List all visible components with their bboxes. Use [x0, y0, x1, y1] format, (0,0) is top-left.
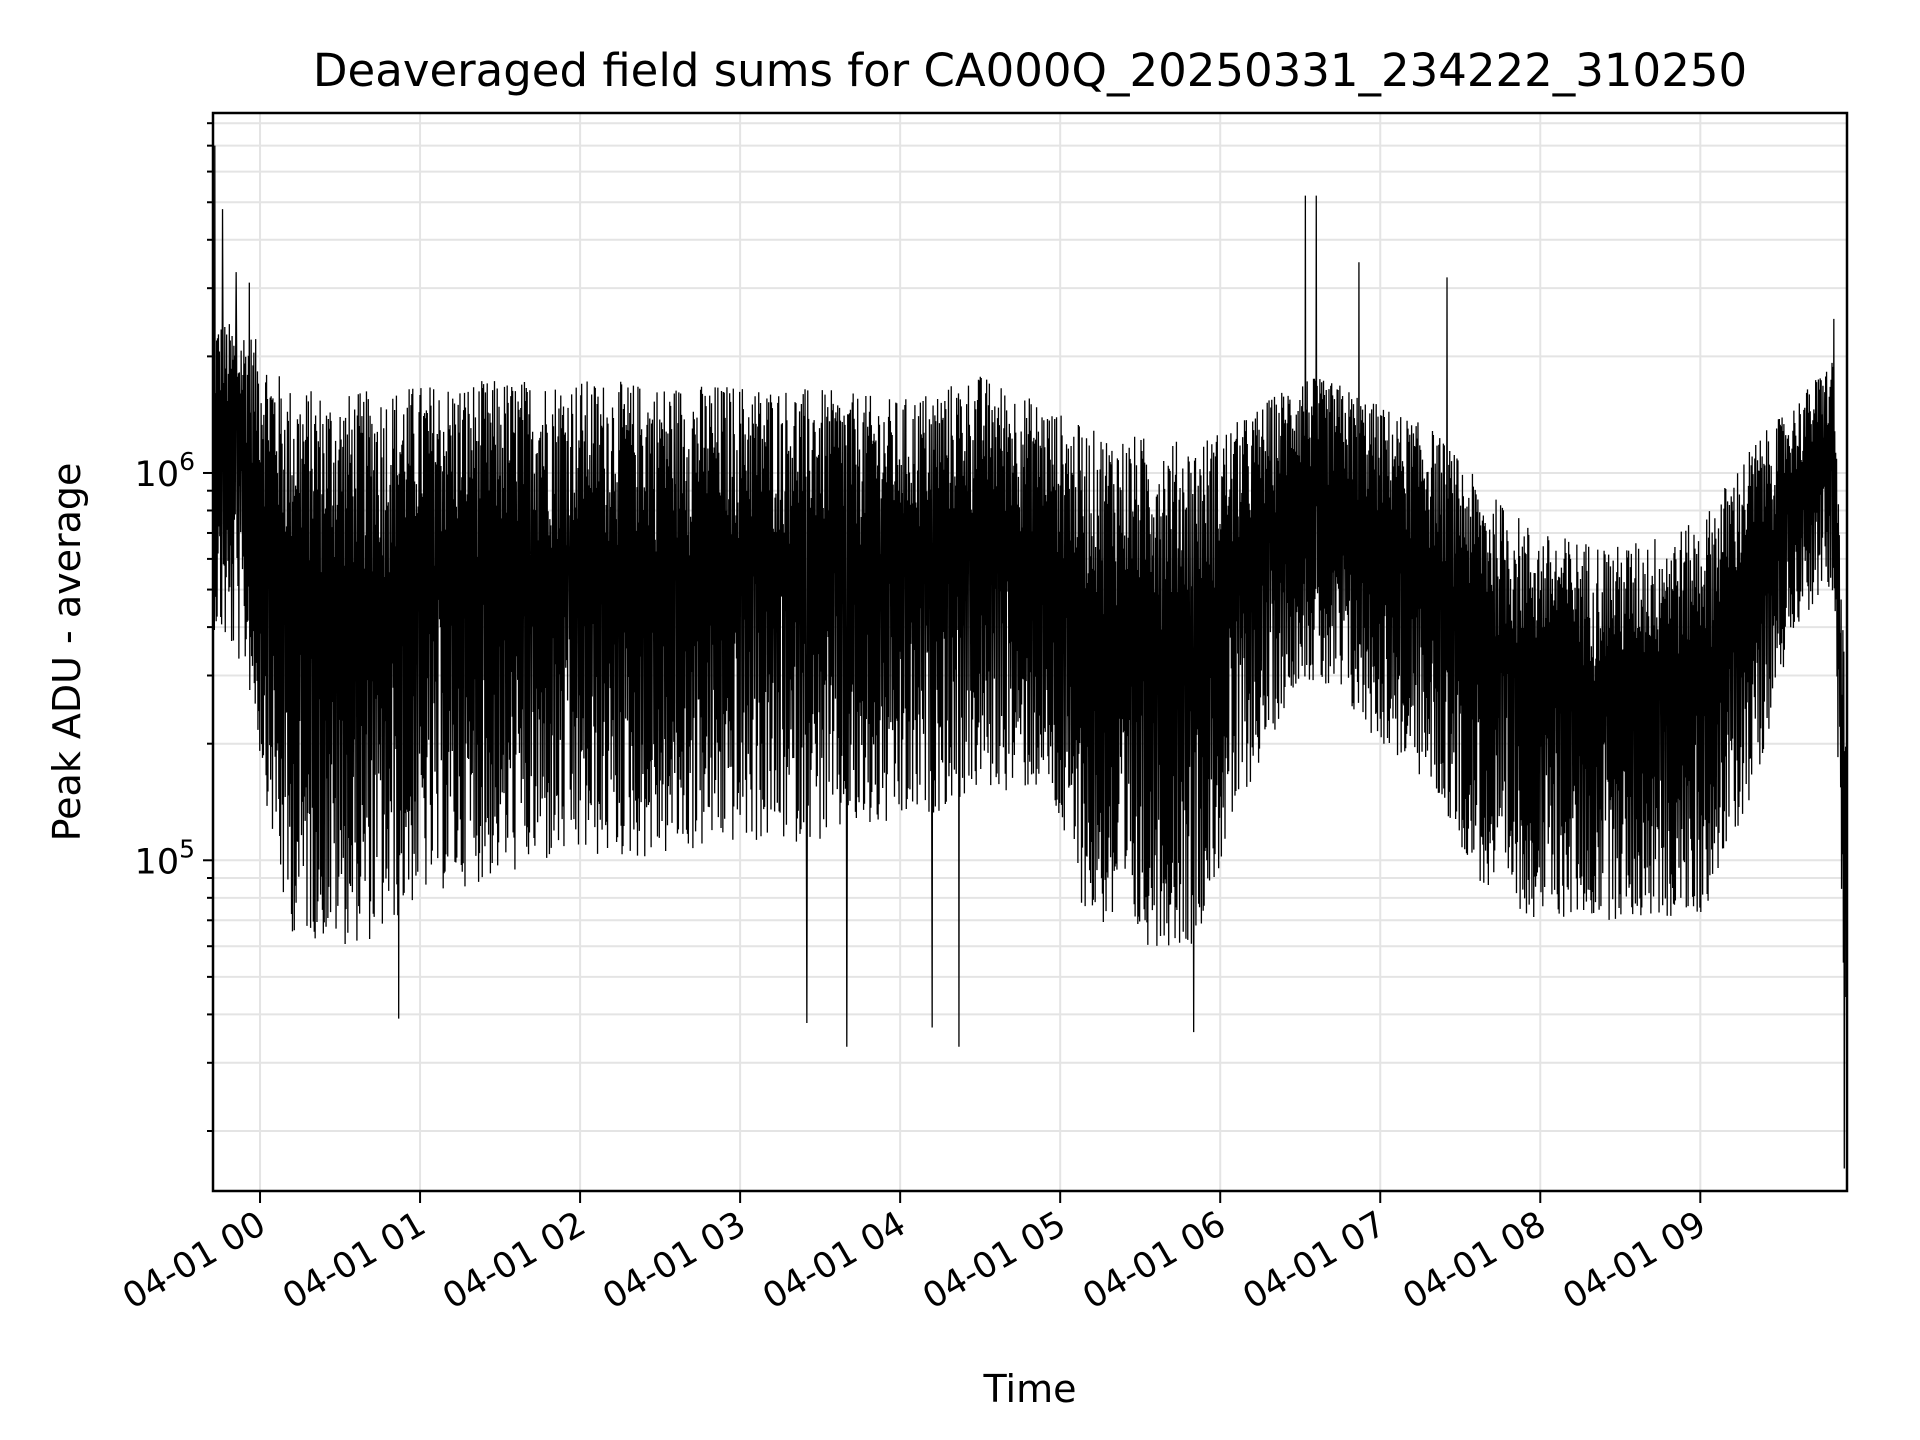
- series-line: [212, 145, 1848, 1169]
- chart-title: Deaveraged field sums for CA000Q_2025033…: [313, 44, 1747, 97]
- series-path: [212, 145, 1848, 1169]
- plot-frame: [211, 111, 1849, 1193]
- y-tick-label: 106: [135, 447, 195, 495]
- x-axis-label: Time: [983, 1367, 1077, 1411]
- y-axis-label: Peak ADU - average: [45, 463, 89, 842]
- y-tick-label: 105: [135, 834, 195, 882]
